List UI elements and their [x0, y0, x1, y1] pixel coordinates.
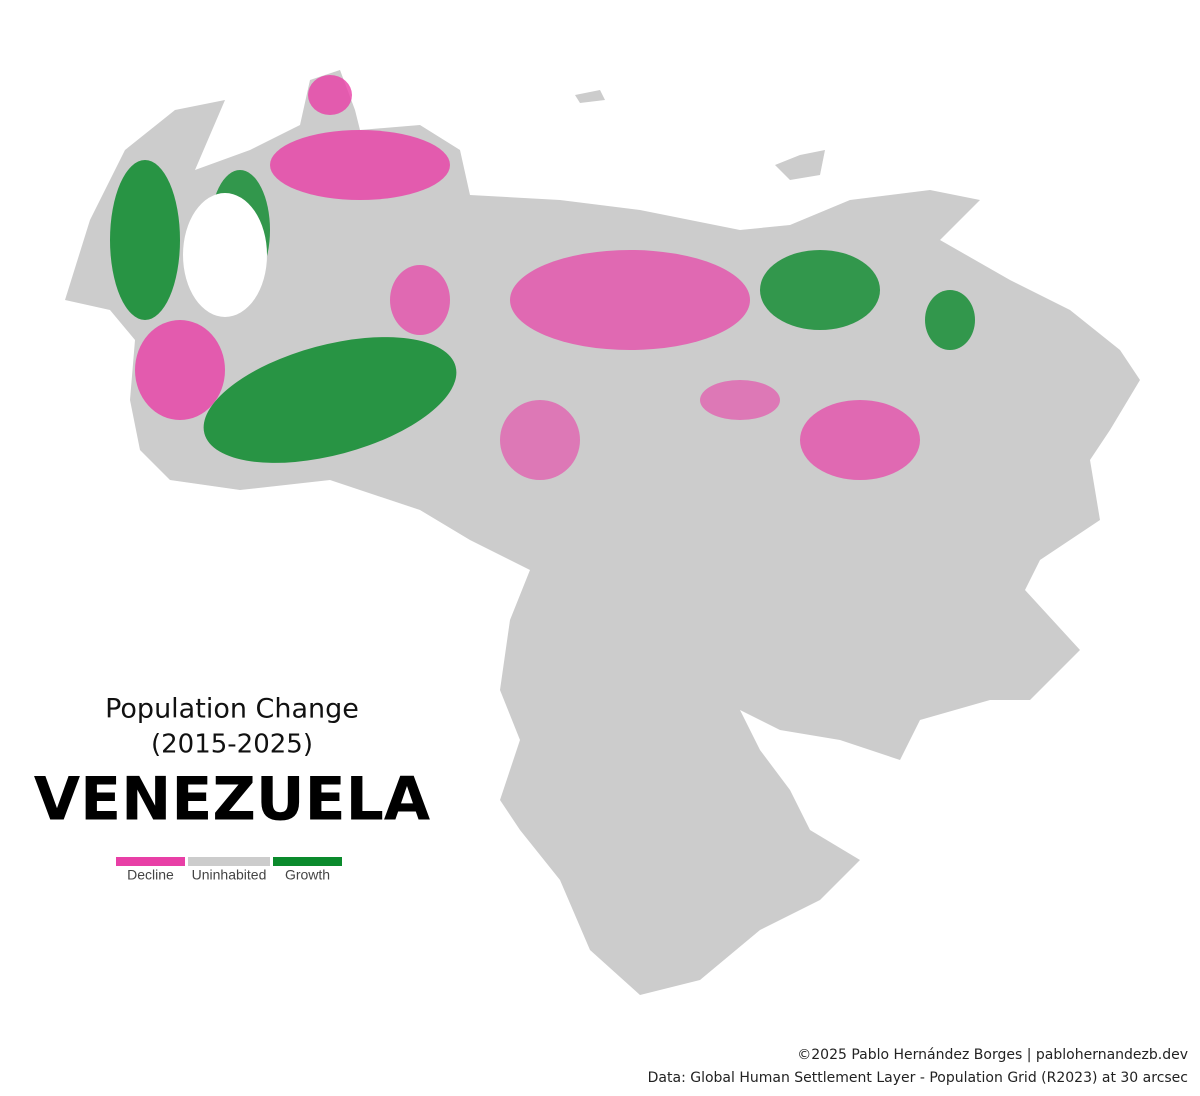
credit: ©2025 Pablo Hernández Borges | pablohern…	[797, 1047, 1188, 1063]
island	[575, 90, 605, 103]
decline-area	[135, 320, 225, 420]
decline-area	[500, 400, 580, 480]
decline-area	[700, 380, 780, 420]
title: Population Change	[105, 694, 359, 725]
legend-swatch	[273, 857, 342, 866]
credit: Data: Global Human Settlement Layer - Po…	[648, 1070, 1188, 1086]
growth-area	[760, 250, 880, 330]
growth-area	[110, 160, 180, 320]
decline-area	[510, 250, 750, 350]
decline-area	[390, 265, 450, 335]
map	[65, 70, 1140, 995]
lake-maracaibo	[183, 193, 267, 317]
subtitle: (2015-2025)	[151, 730, 313, 760]
growth-area	[925, 290, 975, 350]
decline-area	[800, 400, 920, 480]
legend-label: Uninhabited	[192, 867, 267, 883]
legend-swatch	[116, 857, 185, 866]
decline-area	[308, 75, 352, 115]
legend-label: Growth	[285, 867, 330, 883]
legend-swatch	[188, 857, 270, 866]
growth-area	[203, 337, 457, 463]
country-name: VENEZUELA	[34, 765, 431, 835]
island	[775, 150, 825, 180]
legend: Decline Uninhabited Growth	[116, 857, 342, 883]
legend-label: Decline	[127, 867, 174, 883]
decline-area	[270, 130, 450, 200]
